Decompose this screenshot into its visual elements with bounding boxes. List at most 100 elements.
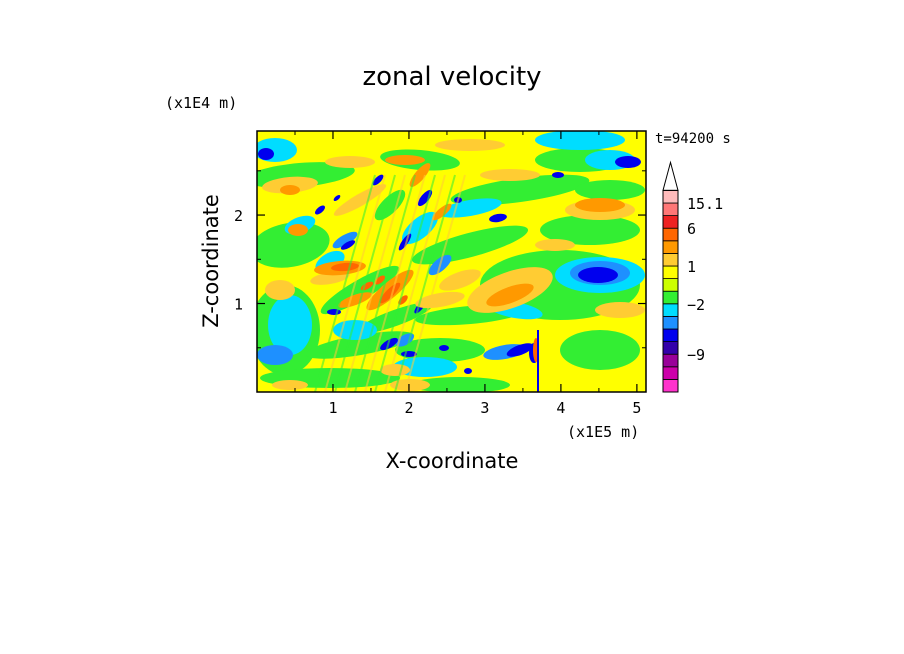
colorbar-swatch	[662, 227, 679, 242]
wave-streak	[344, 174, 406, 392]
positive-region	[385, 155, 425, 165]
colorbar-swatch	[662, 202, 679, 217]
strong-negative-core	[464, 368, 472, 374]
velocity-field	[257, 131, 646, 392]
wave-streak	[394, 174, 456, 392]
x-tick-label: 4	[556, 399, 565, 417]
zero-contour	[450, 174, 590, 206]
strong-negative-core	[315, 205, 325, 215]
x-axis-title: X-coordinate	[386, 449, 519, 473]
negative-region	[332, 231, 358, 249]
weak-positive-region	[435, 139, 505, 151]
weak-positive-region	[439, 269, 481, 291]
colorbar-swatch	[662, 328, 679, 343]
weak-positive-region	[535, 239, 575, 251]
zero-contour	[374, 189, 406, 221]
negative-region	[257, 345, 293, 365]
x-multiplier-label: (x1E5 m)	[567, 423, 639, 441]
time-label: t=94200 s	[655, 131, 731, 147]
colorbar-swatch	[662, 252, 679, 267]
colorbar-swatch	[662, 366, 679, 380]
colorbar-swatch	[662, 215, 679, 229]
strong-negative-core	[340, 240, 356, 250]
plot-frame	[256, 130, 647, 393]
positive-region	[280, 185, 300, 195]
strong-negative-core	[439, 345, 449, 351]
colorbar: 15.1 6 1 −2 −9	[662, 160, 723, 393]
colorbar-frame	[662, 189, 679, 393]
weak-negative-region	[535, 131, 625, 150]
wave-streak	[354, 174, 416, 392]
weak-positive-region	[333, 184, 387, 216]
colorbar-swatch	[662, 341, 679, 355]
wave-streak	[374, 174, 436, 392]
colorbar-label: 1	[687, 258, 696, 276]
weak-positive-region	[390, 379, 430, 391]
wave-streak	[314, 174, 376, 392]
weak-negative-region	[257, 138, 297, 162]
colorbar-swatch	[662, 378, 679, 393]
x-tick-label: 1	[328, 399, 337, 417]
wave-streak	[384, 174, 446, 392]
y-tick-label: 2	[234, 207, 243, 225]
colorbar-label: 15.1	[687, 195, 723, 213]
weak-positive-region	[415, 291, 465, 309]
weak-positive-region	[480, 169, 540, 181]
colorbar-swatch	[662, 189, 679, 204]
weak-positive-region	[272, 380, 308, 390]
weak-positive-region	[265, 280, 295, 300]
wave-streak	[334, 174, 396, 392]
zero-contour	[575, 180, 645, 200]
strong-negative-core	[327, 309, 341, 315]
strong-positive-core	[375, 275, 385, 285]
positive-region	[486, 283, 534, 307]
colorbar-label: −2	[687, 296, 705, 314]
x-tick-label: 3	[480, 399, 489, 417]
colorbar-label: −9	[687, 346, 705, 364]
positive-region	[337, 292, 373, 308]
positive-region	[288, 224, 308, 236]
strong-positive-core	[331, 262, 359, 272]
positive-region	[575, 198, 625, 212]
x-axis: 1 2 3 4 5	[294, 131, 641, 417]
zero-contour	[411, 225, 529, 265]
colorbar-swatch	[662, 240, 679, 254]
strong-negative-core	[333, 195, 341, 201]
y-multiplier-label: (x1E4 m)	[165, 94, 237, 112]
y-tick-label: 1	[234, 296, 243, 314]
colorbar-swatch	[662, 290, 679, 305]
zero-contour	[560, 330, 640, 370]
strong-negative-core	[489, 213, 507, 223]
y-axis: 12	[234, 170, 646, 349]
zero-contour	[305, 331, 415, 359]
colorbar-swatch	[662, 265, 679, 280]
colorbar-swatch	[662, 278, 679, 292]
chart-title: zonal velocity	[362, 62, 541, 92]
strong-negative-core	[552, 172, 564, 178]
colorbar-swatch	[662, 303, 679, 317]
colorbar-max-arrow	[662, 160, 679, 191]
weak-positive-region	[595, 302, 645, 318]
weak-positive-region	[325, 156, 375, 168]
strong-negative-core	[372, 174, 384, 186]
weak-negative-region	[268, 295, 312, 355]
strong-negative-core	[417, 189, 433, 207]
strong-negative-core	[578, 267, 618, 283]
x-tick-label: 2	[404, 399, 413, 417]
zero-contour	[257, 222, 330, 268]
strong-negative-core	[506, 343, 534, 357]
x-tick-label: 5	[632, 399, 641, 417]
strong-negative-core	[615, 156, 641, 168]
weak-positive-region	[380, 364, 410, 376]
strong-negative-core	[258, 148, 274, 160]
positive-region	[409, 163, 431, 187]
wave-streak	[324, 174, 386, 392]
zero-contour	[540, 215, 640, 245]
colorbar-swatch	[662, 315, 679, 330]
y-axis-title: Z-coordinate	[199, 194, 223, 328]
strong-positive-core	[379, 282, 401, 304]
colorbar-swatch	[662, 353, 679, 368]
wave-streak	[364, 174, 426, 392]
wave-streak	[404, 174, 466, 392]
